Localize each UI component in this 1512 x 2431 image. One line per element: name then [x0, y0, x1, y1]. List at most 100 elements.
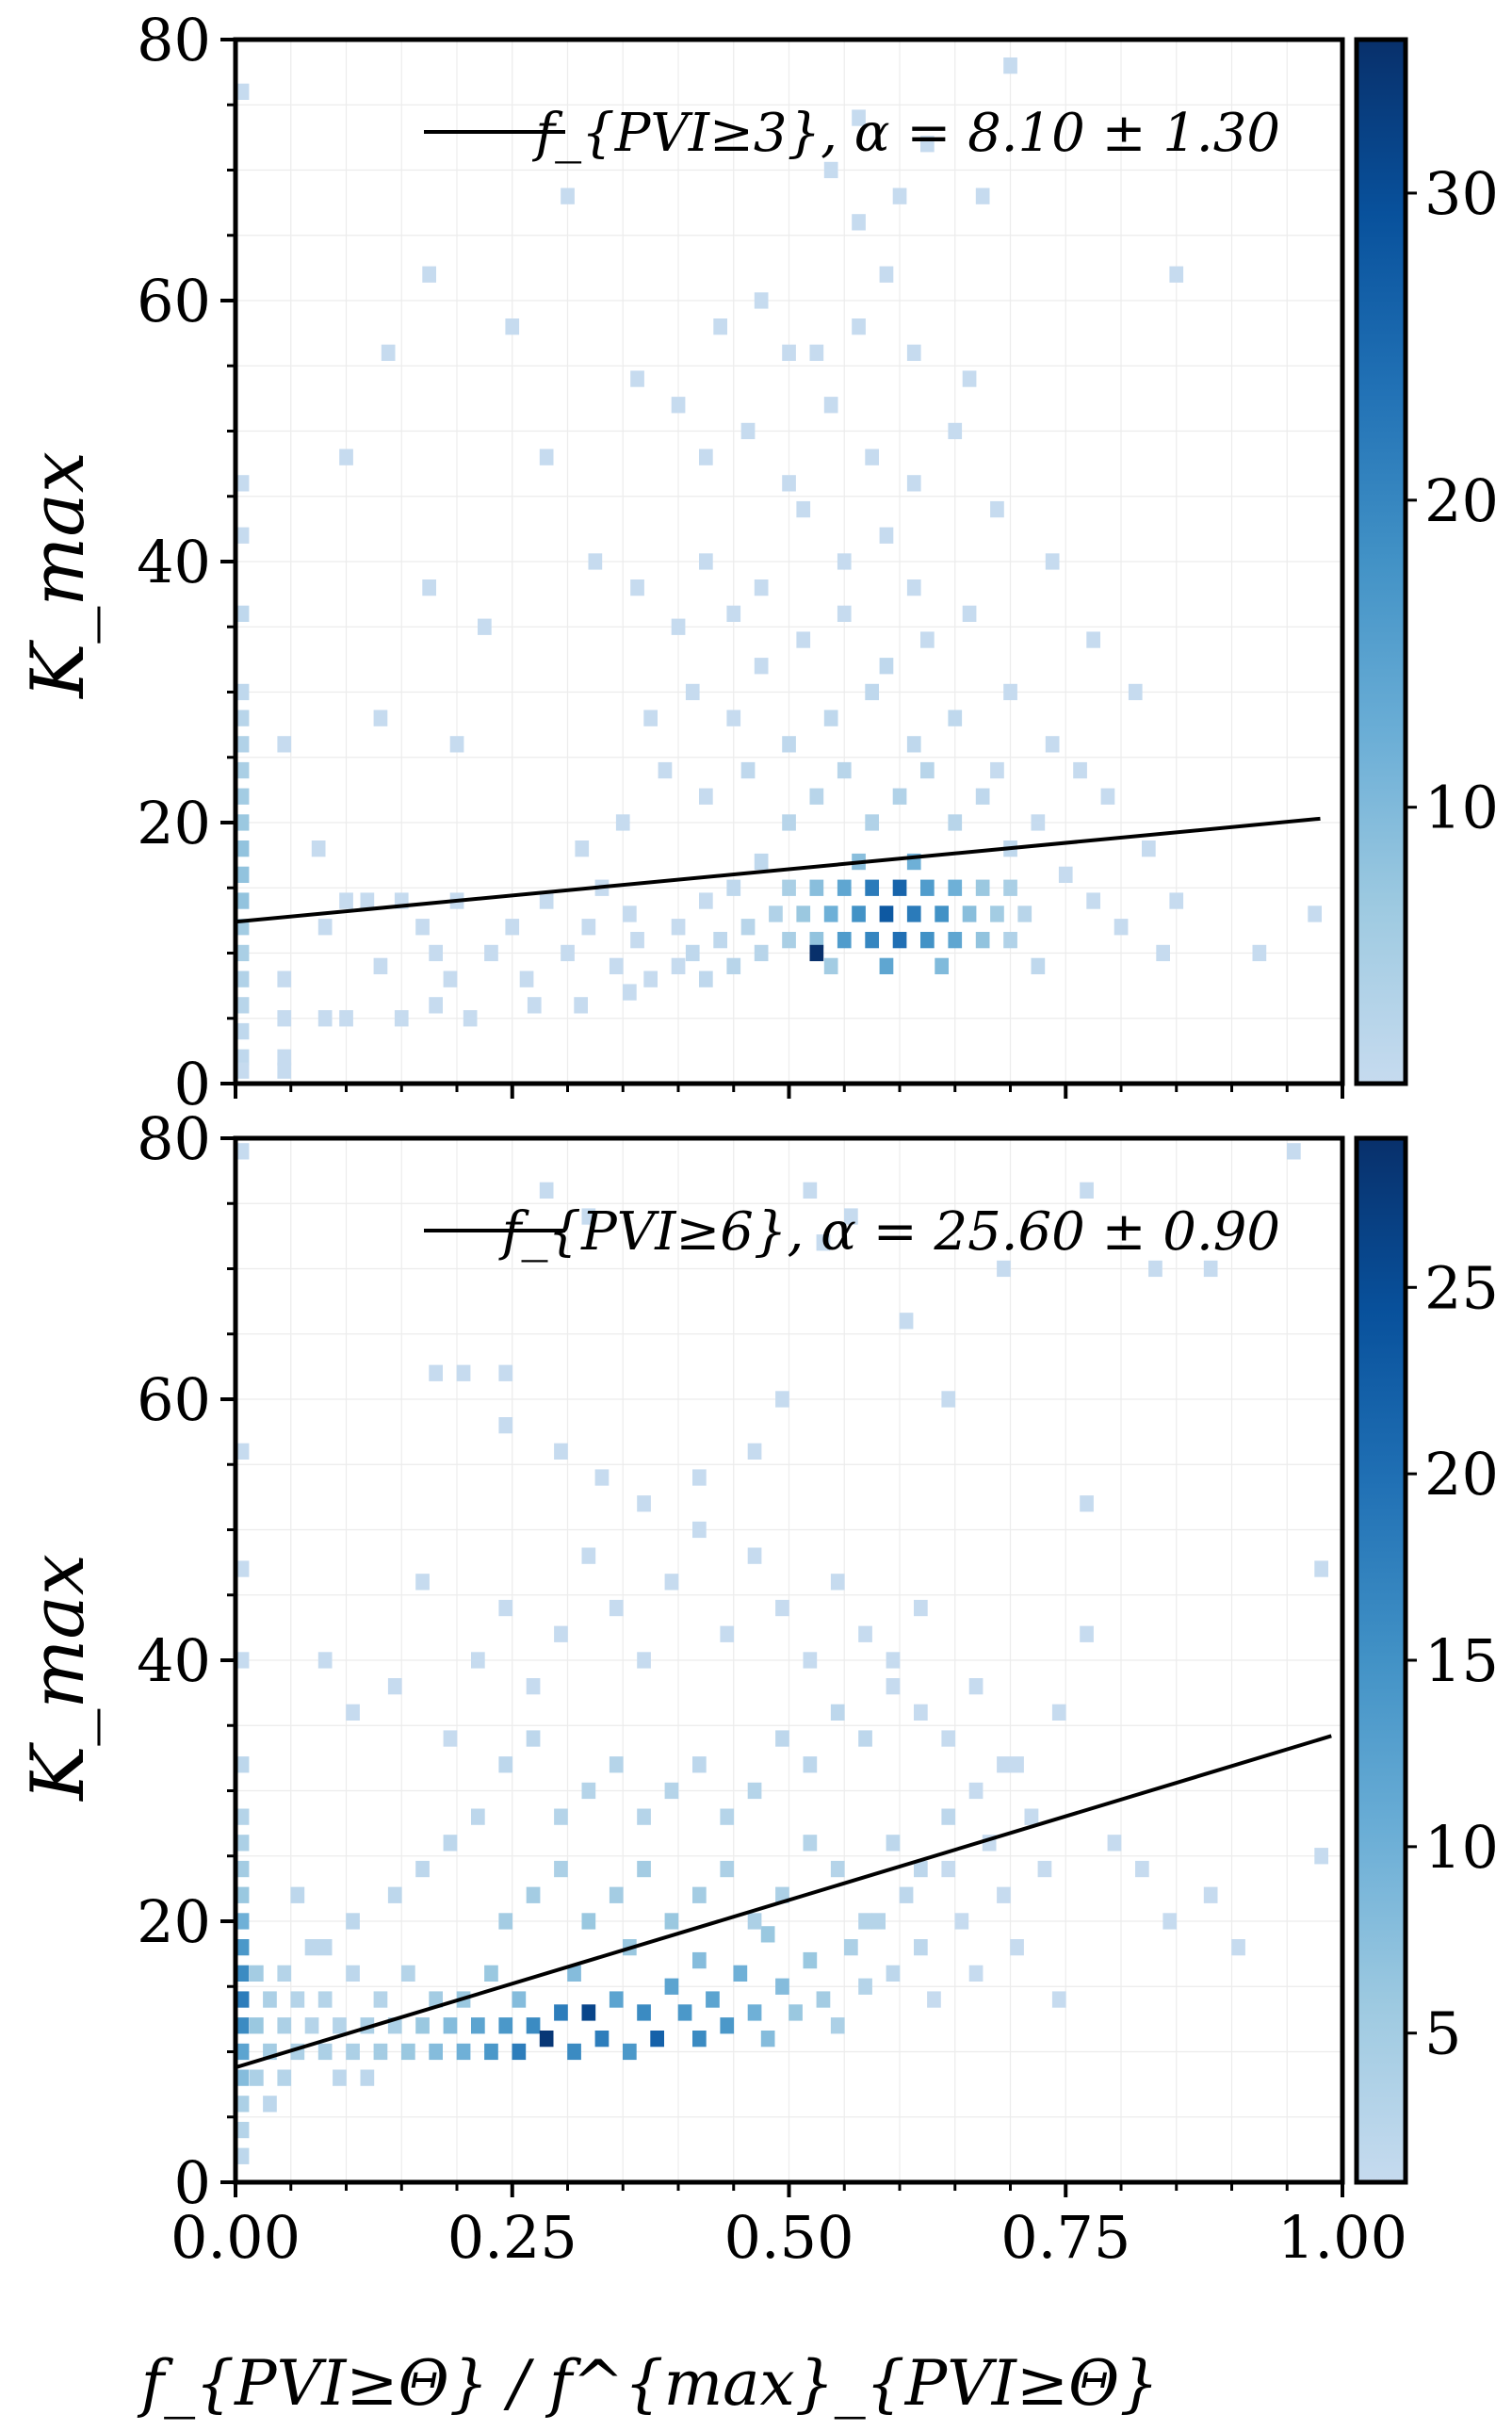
- colorbar: [1354, 1135, 1408, 2185]
- heatmap-cell: [754, 579, 769, 596]
- heatmap-cell: [962, 906, 977, 922]
- heatmap-cell: [796, 500, 811, 518]
- heatmap-cell: [775, 1978, 789, 1995]
- heatmap-cell: [512, 1991, 527, 2008]
- heatmap-cell: [1100, 788, 1115, 805]
- heatmap-cell: [948, 814, 963, 831]
- heatmap-cell: [346, 1965, 360, 1982]
- heatmap-cell: [997, 1260, 1011, 1278]
- heatmap-cell: [740, 422, 756, 440]
- heatmap-cell: [1080, 1182, 1094, 1199]
- colorbar-tick-label: 30: [1424, 159, 1499, 228]
- heatmap-cell: [720, 1808, 735, 1825]
- heatmap-cell: [235, 1965, 250, 1982]
- heatmap-cell: [235, 1991, 250, 2008]
- colorbar-tick-label: 15: [1424, 1626, 1499, 1695]
- heatmap-cell: [484, 944, 498, 962]
- heatmap-cell: [899, 1313, 914, 1330]
- heatmap-cell: [879, 658, 894, 675]
- heatmap-cell: [429, 944, 443, 962]
- heatmap-cell: [837, 605, 852, 622]
- heatmap-cell: [1128, 683, 1143, 701]
- heatmap-cell: [235, 892, 250, 909]
- heatmap-cell: [837, 932, 852, 949]
- heatmap-cell: [747, 1547, 762, 1564]
- heatmap-cell: [720, 1860, 735, 1878]
- heatmap-cell: [803, 1835, 818, 1852]
- heatmap-cell: [1051, 1704, 1066, 1721]
- heatmap-cell: [726, 957, 741, 974]
- heatmap-cell: [879, 906, 894, 922]
- x-tick-label: 0.00: [171, 2203, 301, 2272]
- heatmap-cell: [429, 2043, 443, 2061]
- heatmap-cell: [740, 919, 756, 936]
- heatmap-cell: [250, 1965, 264, 1982]
- colorbar-tick-label: 10: [1424, 1813, 1499, 1882]
- heatmap-cell: [962, 370, 977, 387]
- heatmap-cell: [539, 892, 554, 909]
- heatmap-cell: [415, 2017, 430, 2034]
- heatmap-cell: [865, 814, 879, 831]
- heatmap-cell: [1142, 840, 1156, 857]
- heatmap-cell: [650, 2031, 664, 2048]
- heatmap-cell: [1080, 1625, 1094, 1642]
- heatmap-cell: [671, 397, 686, 414]
- heatmap-cell: [623, 906, 637, 922]
- colorbar-tick-label: 5: [1424, 1999, 1461, 2068]
- heatmap-cell: [685, 683, 700, 701]
- heatmap-cell: [809, 788, 824, 805]
- heatmap-cell: [539, 2031, 554, 2048]
- heatmap-cell: [346, 1704, 360, 1721]
- heatmap-cell: [990, 906, 1004, 922]
- fit-line: [235, 1734, 1332, 2070]
- heatmap-cell: [692, 1951, 707, 1969]
- heatmap-cell: [415, 919, 430, 936]
- heatmap-cell: [581, 919, 596, 936]
- heatmap-cell: [865, 879, 879, 896]
- heatmap-cell: [526, 1678, 541, 1695]
- colorbar-tick-label: 20: [1424, 466, 1499, 535]
- heatmap-cell: [692, 1756, 707, 1773]
- heatmap-cell: [581, 1913, 596, 1930]
- heatmap-cell: [1287, 1143, 1301, 1160]
- heatmap-cell: [235, 2069, 250, 2086]
- heatmap-cell: [1045, 553, 1060, 570]
- y-tick-label: 40: [137, 528, 211, 596]
- heatmap-cell: [906, 579, 921, 596]
- heatmap-cell: [637, 1652, 651, 1669]
- x-tick-label: 0.75: [1000, 2203, 1130, 2272]
- bottom-panel: 0 20 40 60 80 0.00 0.25 0.50 0.75 1.00 K_max f_{PVI…: [16, 1104, 1499, 2272]
- heatmap-cell: [235, 1756, 250, 1773]
- heatmap-cell: [865, 449, 879, 465]
- heatmap-cell: [816, 1234, 831, 1251]
- heatmap-cell: [796, 906, 811, 922]
- heatmap-cell: [1169, 892, 1184, 909]
- heatmap-cell: [892, 788, 907, 805]
- heatmap-cell: [858, 1730, 872, 1747]
- heatmap-cell: [594, 1469, 610, 1486]
- heatmap-cell: [713, 932, 727, 949]
- heatmap-cell: [1024, 1808, 1039, 1825]
- heatmap-cell: [733, 1965, 748, 1982]
- heatmap-cell: [844, 1208, 858, 1225]
- heatmap-cell: [339, 892, 353, 909]
- heatmap-cell: [235, 2147, 250, 2164]
- heatmap-cell: [567, 2043, 581, 2061]
- heatmap-cell: [1135, 1860, 1149, 1878]
- heatmap-cell: [886, 1835, 901, 1852]
- heatmap-cell: [471, 1652, 485, 1669]
- heatmap-cell: [235, 710, 250, 726]
- heatmap-cell: [235, 788, 250, 805]
- heatmap-cell: [658, 761, 673, 779]
- heatmap-cell: [235, 1886, 250, 1903]
- heatmap-cell: [637, 2004, 651, 2021]
- heatmap-cell: [858, 1978, 872, 1995]
- heatmap-cell: [575, 840, 590, 857]
- heatmap-cell: [754, 658, 769, 675]
- x-tick-label: 0.50: [723, 2203, 854, 2272]
- heatmap-cell: [422, 266, 436, 283]
- heatmap-cell: [235, 1022, 250, 1040]
- heatmap-cell: [948, 710, 963, 726]
- heatmap-cell: [235, 2121, 250, 2139]
- heatmap-cell: [333, 2069, 347, 2086]
